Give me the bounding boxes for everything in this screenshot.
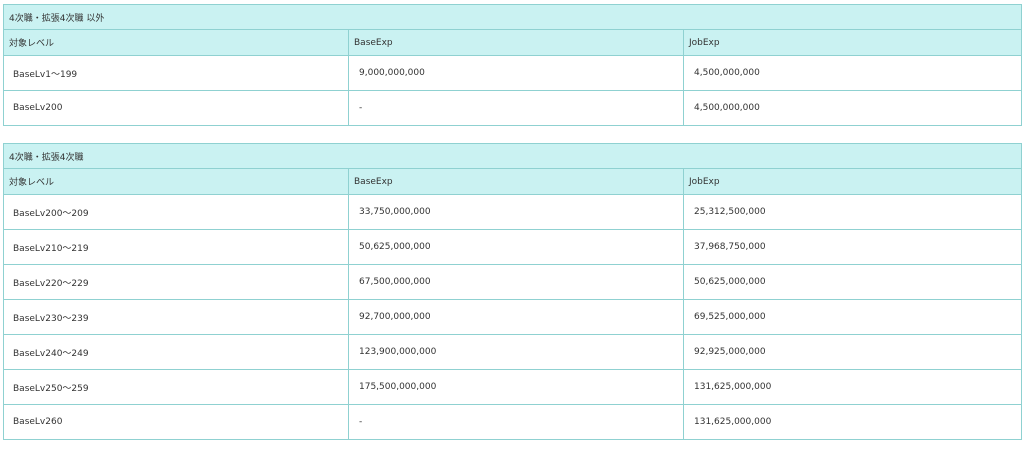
table-row: BaseLv200～209 33,750,000,000 25,312,500,… — [3, 194, 1022, 230]
table-title: 4次職・拡張4次職 以外 — [2, 4, 1023, 30]
table-row: BaseLv230～239 92,700,000,000 69,525,000,… — [3, 299, 1022, 335]
base-exp-cell: - — [348, 90, 684, 126]
base-exp-cell: 9,000,000,000 — [348, 55, 684, 91]
table-row: BaseLv210～219 50,625,000,000 37,968,750,… — [3, 229, 1022, 265]
base-exp-cell: 33,750,000,000 — [348, 194, 684, 230]
level-cell: BaseLv230～239 — [3, 299, 349, 335]
table-header-row: 対象レベル BaseExp JobExp — [3, 29, 1023, 56]
job-exp-cell: 4,500,000,000 — [682, 55, 1023, 91]
level-cell: BaseLv250～259 — [3, 369, 349, 405]
exp-table-4th-class: 4次職・拡張4次職 対象レベル BaseExp JobExp BaseLv200… — [3, 143, 1022, 440]
level-cell: BaseLv200～209 — [3, 194, 349, 230]
column-header-base-exp: BaseExp — [348, 29, 684, 56]
base-exp-cell: 92,700,000,000 — [348, 299, 684, 335]
base-exp-cell: 123,900,000,000 — [348, 334, 684, 370]
job-exp-cell: 69,525,000,000 — [683, 299, 1022, 335]
column-header-level: 対象レベル — [3, 29, 349, 56]
table-row: BaseLv250～259 175,500,000,000 131,625,00… — [3, 369, 1022, 405]
job-exp-cell: 4,500,000,000 — [682, 90, 1023, 126]
level-cell: BaseLv200 — [3, 90, 349, 126]
table-row: BaseLv1～199 9,000,000,000 4,500,000,000 — [3, 55, 1023, 91]
table-title-row: 4次職・拡張4次職 以外 — [2, 4, 1023, 30]
level-cell: BaseLv220～229 — [3, 264, 349, 300]
base-exp-cell: 50,625,000,000 — [348, 229, 684, 265]
job-exp-cell: 131,625,000,000 — [683, 404, 1022, 440]
job-exp-cell: 25,312,500,000 — [683, 194, 1022, 230]
table-header-row: 対象レベル BaseExp JobExp — [3, 168, 1022, 195]
level-cell: BaseLv260 — [3, 404, 349, 440]
base-exp-cell: 175,500,000,000 — [348, 369, 684, 405]
column-header-job-exp: JobExp — [682, 29, 1023, 56]
exp-table-non-4th-class: 4次職・拡張4次職 以外 対象レベル BaseExp JobExp BaseLv… — [2, 4, 1023, 126]
column-header-level: 対象レベル — [3, 168, 349, 195]
level-cell: BaseLv1～199 — [3, 55, 349, 91]
base-exp-cell: - — [348, 404, 684, 440]
job-exp-cell: 37,968,750,000 — [683, 229, 1022, 265]
table-row: BaseLv200 - 4,500,000,000 — [3, 90, 1023, 126]
column-header-base-exp: BaseExp — [348, 168, 684, 195]
table-row: BaseLv260 - 131,625,000,000 — [3, 404, 1022, 440]
level-cell: BaseLv210～219 — [3, 229, 349, 265]
job-exp-cell: 131,625,000,000 — [683, 369, 1022, 405]
table-title-row: 4次職・拡張4次職 — [3, 143, 1022, 169]
table-row: BaseLv240～249 123,900,000,000 92,925,000… — [3, 334, 1022, 370]
table-row: BaseLv220～229 67,500,000,000 50,625,000,… — [3, 264, 1022, 300]
base-exp-cell: 67,500,000,000 — [348, 264, 684, 300]
job-exp-cell: 92,925,000,000 — [683, 334, 1022, 370]
table-title: 4次職・拡張4次職 — [3, 143, 1022, 169]
job-exp-cell: 50,625,000,000 — [683, 264, 1022, 300]
column-header-job-exp: JobExp — [683, 168, 1022, 195]
level-cell: BaseLv240～249 — [3, 334, 349, 370]
